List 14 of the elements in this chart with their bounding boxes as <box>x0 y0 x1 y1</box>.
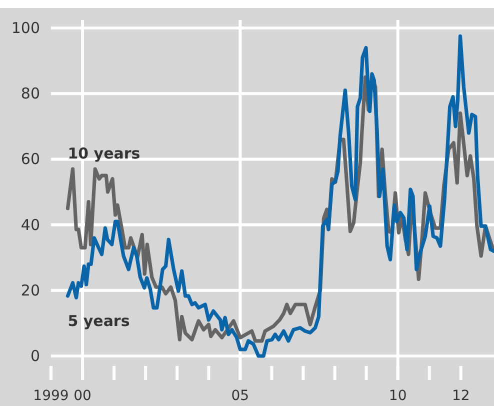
x-tick-label: 00 <box>74 388 92 404</box>
y-tick-label: 80 <box>20 84 40 103</box>
y-tick-label: 100 <box>11 19 40 37</box>
y-tick-label: 60 <box>20 150 40 168</box>
y-tick-label: 20 <box>20 281 40 300</box>
x-tick-label: 12 <box>452 388 470 404</box>
x-tick-label: 05 <box>231 388 250 404</box>
line-series <box>66 34 494 358</box>
y-tick-label: 0 <box>30 347 40 365</box>
series-label: 10 years <box>68 144 140 162</box>
y-tick-label: 40 <box>20 216 40 234</box>
x-tick-label: 10 <box>388 388 407 404</box>
x-tick-label: 1999 <box>33 388 69 404</box>
series-label: 5 years <box>68 312 130 330</box>
